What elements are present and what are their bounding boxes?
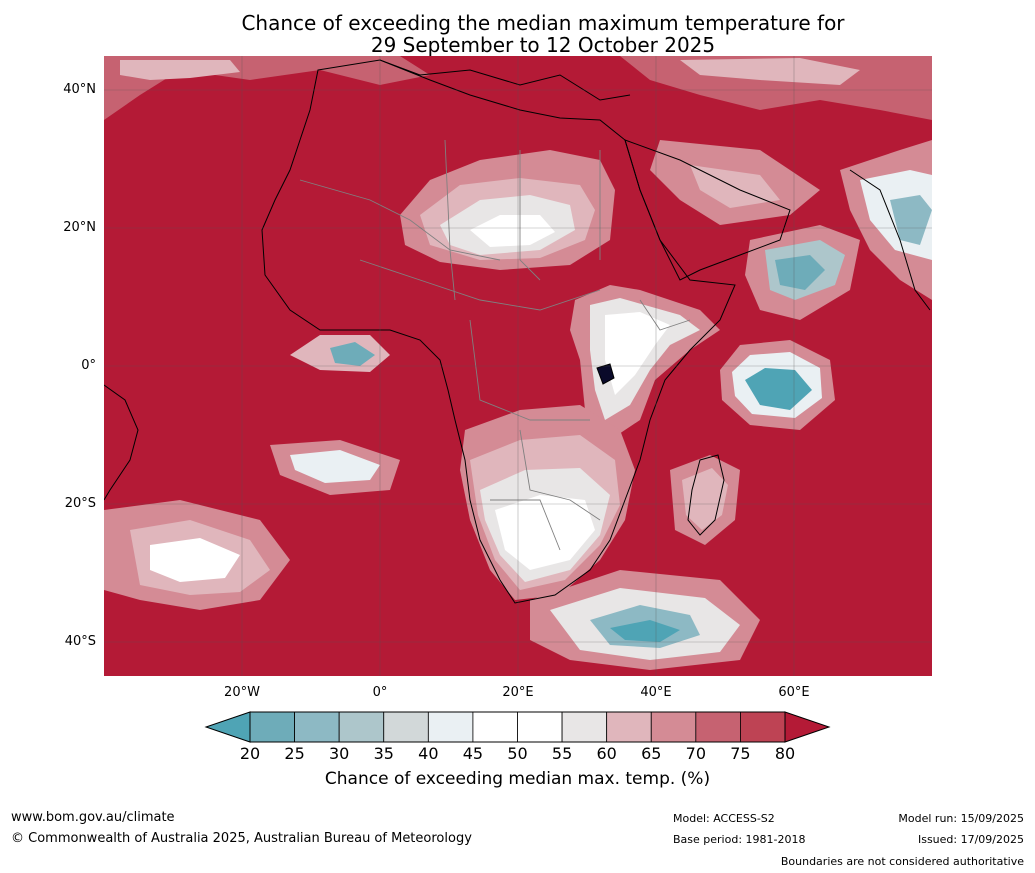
coastline-arabia: [624, 139, 791, 281]
colorbar-cell: [517, 711, 563, 743]
footer-issued: Issued: 17/09/2025: [917, 833, 1024, 846]
region-south-atlantic-white: [150, 538, 240, 582]
region-atlantic-streak-light: [290, 450, 380, 483]
coastline-africa: [261, 59, 736, 604]
country-borders: [299, 139, 691, 551]
lon-label-20e: 20°E: [502, 685, 534, 700]
colorbar-tick-label: 45: [462, 744, 484, 763]
colorbar-cell: [606, 711, 652, 743]
colorbar-cell: [695, 711, 741, 743]
region-india-blue: [890, 195, 932, 245]
footer-model-run: Model run: 15/09/2025: [898, 812, 1024, 825]
region-guinea-blue: [330, 342, 375, 366]
colorbar-tick-label: 60: [596, 744, 617, 763]
footer-base-period: Base period: 1981-2018: [673, 833, 806, 846]
lon-label-60e: 60°E: [778, 685, 810, 700]
region-southern-africa-white: [495, 495, 595, 570]
colorbar-tick-label: 80: [774, 744, 796, 763]
colorbar-cell: [338, 711, 385, 743]
region-arabian-sea-blue: [775, 255, 825, 290]
colorbar-cell: [249, 711, 295, 743]
lat-label-40n: 40°N: [63, 82, 96, 97]
region-sahara-white: [470, 215, 555, 247]
region-east-africa-white: [605, 312, 670, 395]
colorbar-cell: [561, 711, 608, 743]
lake-victoria: [596, 363, 615, 385]
region-north-europe: [104, 56, 430, 120]
colorbar-tick-label: 35: [373, 744, 394, 763]
region-east-north-light: [680, 58, 860, 85]
colorbar-high-arrow: [784, 711, 831, 743]
lat-label-20n: 20°N: [63, 220, 96, 235]
colorbar-cell: [472, 711, 518, 743]
lon-label-0: 0°: [372, 685, 388, 700]
coastline-madagascar: [687, 454, 725, 536]
footer-copyright: © Commonwealth of Australia 2025, Austra…: [11, 831, 472, 846]
coastline-south-america: [104, 384, 139, 501]
colorbar-cell: [427, 711, 474, 743]
lat-label-0: 0°: [81, 358, 96, 373]
colorbar-tick-label: 25: [284, 744, 305, 763]
colorbar-cell: [650, 711, 697, 743]
lat-label-20s: 20°S: [64, 496, 96, 511]
colorbar-low-arrow: [204, 711, 251, 743]
coastline-india: [849, 169, 931, 311]
footer-disclaimer: Boundaries are not considered authoritat…: [780, 855, 1024, 868]
region-europe-light: [120, 60, 240, 80]
colorbar-tick-label: 65: [641, 744, 662, 763]
coastline-europe: [379, 59, 631, 101]
colorbar-tick-label: 30: [328, 744, 350, 763]
region-indian-ocean-blue: [745, 368, 812, 410]
colorbar-frame: [249, 711, 786, 743]
colorbar-tick-label: 20: [239, 744, 261, 763]
colorbar-tick-label: 70: [685, 744, 706, 763]
lat-label-40s: 40°S: [64, 634, 96, 649]
graticule: [104, 56, 932, 676]
colorbar-label: Chance of exceeding median max. temp. (%…: [324, 769, 711, 789]
lon-label-40e: 40°E: [640, 685, 672, 700]
colorbar-tick-label: 50: [507, 744, 528, 763]
colorbar-tick-label: 75: [730, 744, 751, 763]
colorbar-cell: [383, 711, 429, 743]
footer-model: Model: ACCESS-S2: [673, 812, 775, 825]
map-title-line-1: Chance of exceeding the median maximum t…: [241, 11, 845, 35]
colorbar-tick-label: 40: [418, 744, 439, 763]
footer-url[interactable]: www.bom.gov.au/climate: [11, 810, 175, 825]
map-title-line-2: 29 September to 12 October 2025: [370, 33, 716, 57]
colorbar-tick-label: 55: [551, 744, 573, 763]
region-southern-ocean-blue2: [610, 620, 680, 642]
colorbar-cell: [294, 711, 340, 743]
lon-label-20w: 20°W: [224, 685, 260, 700]
colorbar-cell: [740, 711, 786, 743]
